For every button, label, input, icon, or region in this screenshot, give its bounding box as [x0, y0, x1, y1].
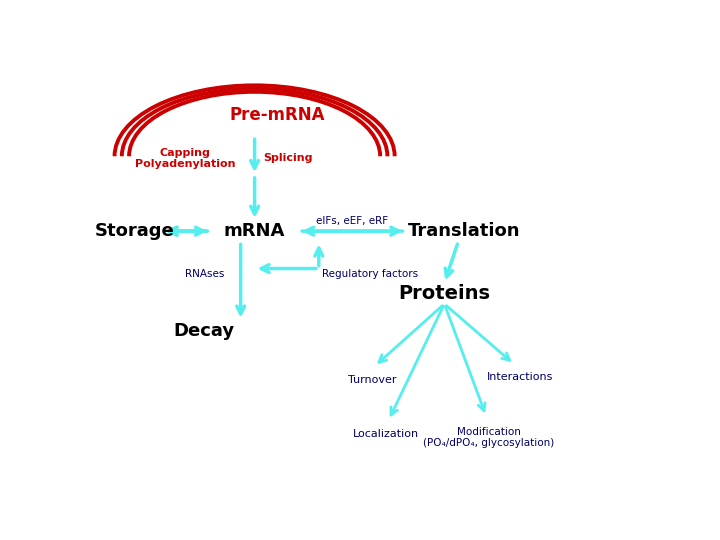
Text: RNAses: RNAses — [185, 268, 224, 279]
Text: Storage: Storage — [95, 222, 174, 240]
Text: Interactions: Interactions — [487, 373, 553, 382]
Text: Modification
(PO₄/dPO₄, glycosylation): Modification (PO₄/dPO₄, glycosylation) — [423, 427, 554, 448]
Text: Turnover: Turnover — [348, 375, 396, 384]
Text: Pre-mRNA: Pre-mRNA — [229, 106, 325, 124]
Text: eIFs, eEF, eRF: eIFs, eEF, eRF — [316, 215, 388, 226]
Text: Translation: Translation — [408, 222, 520, 240]
Text: Localization: Localization — [353, 429, 419, 438]
Text: Capping
Polyadenylation: Capping Polyadenylation — [135, 147, 235, 169]
Text: Splicing: Splicing — [264, 153, 313, 164]
Text: Proteins: Proteins — [398, 284, 490, 303]
Text: Regulatory factors: Regulatory factors — [322, 268, 418, 279]
Text: Decay: Decay — [174, 322, 235, 340]
Text: mRNA: mRNA — [224, 222, 285, 240]
